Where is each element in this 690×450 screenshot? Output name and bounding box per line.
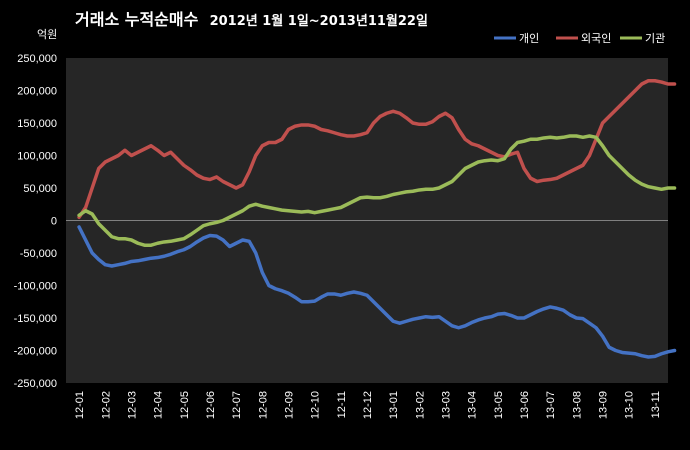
x-tick-label: 12-10	[310, 391, 322, 419]
y-tick-label: 50,000	[23, 183, 57, 195]
y-tick-label: 150,000	[17, 118, 57, 130]
x-tick-label: 13-06	[519, 391, 531, 419]
x-tick-label: 13-01	[388, 391, 400, 419]
y-tick-label: -50,000	[20, 248, 57, 260]
series-line-2	[77, 134, 677, 247]
x-tick-label: 12-09	[283, 391, 295, 419]
x-tick-label: 12-01	[74, 391, 86, 419]
x-tick-label: 13-04	[467, 391, 479, 419]
x-tick-label: 13-11	[650, 391, 662, 418]
y-tick-label: 250,000	[17, 53, 57, 65]
x-tick-label: 12-06	[205, 391, 217, 419]
x-tick-label: 12-12	[362, 391, 374, 419]
y-tick-label: 100,000	[17, 151, 57, 163]
chart-title-period: 2012년 1월 1일~2013년11월22일	[210, 13, 428, 29]
y-axis-ticks: 250,000 200,000 150,000 100,000 50,000 0 -50,0…	[14, 53, 57, 390]
y-axis-unit-label: 억원	[37, 28, 57, 41]
x-tick-label: 13-05	[493, 391, 505, 419]
series-lines	[77, 79, 677, 359]
series-line-1	[77, 79, 677, 219]
chart-title: 거래소 누적순매수 2012년 1월 1일~2013년11월22일	[75, 10, 428, 29]
y-tick-label: -150,000	[14, 313, 57, 325]
x-tick-label: 12-03	[126, 391, 138, 419]
chart-title-main: 거래소 누적순매수	[75, 10, 199, 29]
x-tick-label: 12-02	[100, 391, 112, 419]
legend-label-2: 기관	[645, 32, 665, 45]
y-tick-label: -250,000	[14, 378, 57, 390]
legend-label-0: 개인	[519, 32, 539, 45]
x-tick-label: 12-07	[231, 391, 243, 419]
x-tick-label: 13-08	[571, 391, 583, 419]
x-tick-label: 13-03	[441, 391, 453, 419]
y-tick-label: -200,000	[14, 346, 57, 358]
x-tick-label: 12-05	[179, 391, 191, 419]
y-tick-label: -100,000	[14, 281, 57, 293]
y-tick-label: 200,000	[17, 86, 57, 98]
x-tick-label: 13-07	[545, 391, 557, 419]
series-line-0	[77, 225, 677, 359]
legend-label-1: 외국인	[581, 32, 611, 45]
x-tick-label: 12-11	[336, 391, 348, 418]
x-tick-label: 12-04	[153, 391, 165, 419]
y-tick-label: 0	[51, 216, 57, 228]
legend: 개인 외국인 기관	[494, 32, 665, 45]
x-tick-label: 13-09	[598, 391, 610, 419]
x-tick-label: 12-08	[257, 391, 269, 419]
x-tick-label: 13-10	[624, 391, 636, 419]
x-tick-label: 13-02	[414, 391, 426, 419]
x-axis-ticks: 12-01 12-02 12-03 12-04 12-05 12-06 12-07 12-08…	[74, 391, 662, 419]
